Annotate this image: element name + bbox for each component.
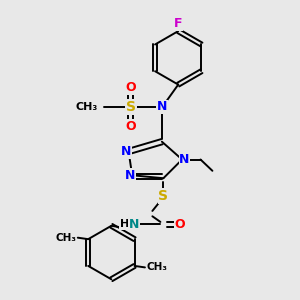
Text: N: N bbox=[179, 153, 190, 166]
Text: CH₃: CH₃ bbox=[76, 102, 98, 112]
Text: O: O bbox=[125, 81, 136, 94]
Text: F: F bbox=[174, 17, 182, 30]
Text: O: O bbox=[174, 218, 185, 231]
Text: N: N bbox=[121, 145, 131, 158]
Text: CH₃: CH₃ bbox=[55, 233, 76, 243]
Text: S: S bbox=[158, 189, 168, 203]
Text: O: O bbox=[125, 120, 136, 133]
Text: N: N bbox=[157, 100, 167, 113]
Text: S: S bbox=[126, 100, 136, 114]
Text: H: H bbox=[120, 219, 129, 229]
Text: CH₃: CH₃ bbox=[146, 262, 167, 272]
Text: N: N bbox=[124, 169, 135, 182]
Text: N: N bbox=[129, 218, 140, 231]
